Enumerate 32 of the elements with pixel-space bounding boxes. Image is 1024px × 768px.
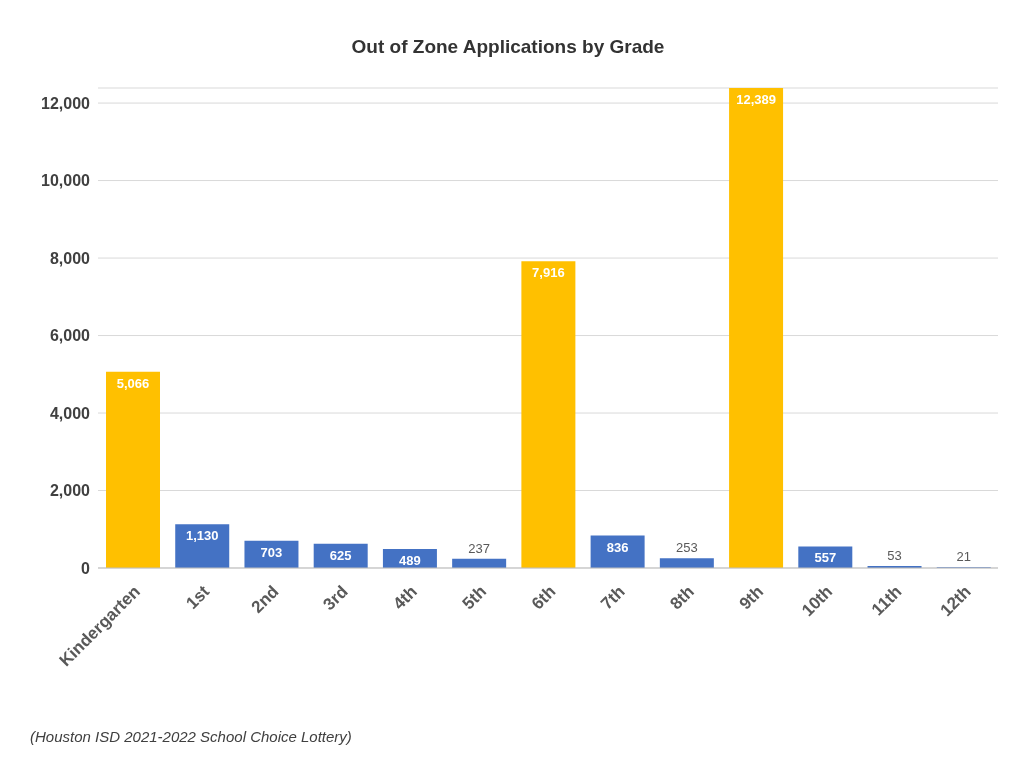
x-tick-label: 9th <box>735 581 768 614</box>
x-tick-label: 3rd <box>319 581 352 615</box>
data-label: 5,066 <box>116 375 150 391</box>
data-label: 489 <box>399 553 421 569</box>
data-label: 12,389 <box>736 92 776 107</box>
data-label: 703 <box>260 544 283 560</box>
chart-title: Out of Zone Applications by Grade <box>350 35 666 58</box>
data-label: 253 <box>675 540 698 556</box>
y-tick-label: 0 <box>81 559 91 577</box>
y-tick-label: 12,000 <box>41 94 91 112</box>
text: (Houston ISD 2021-2022 School Choice Lottery) <box>30 728 352 745</box>
x-tick-label: 11th <box>868 581 906 620</box>
x-tick-label: 4th <box>389 581 421 614</box>
x-tick-label: 1st <box>182 581 214 613</box>
data-label: 557 <box>814 550 837 566</box>
y-tick-label: 10,000 <box>41 172 91 190</box>
x-tick-label: 8th <box>666 581 698 614</box>
y-tick-label: 2,000 <box>49 482 91 500</box>
x-tick-label: 7th <box>597 581 629 614</box>
y-tick-label: 6,000 <box>49 327 91 345</box>
data-label: 836 <box>606 539 629 555</box>
data-label: 1,130 <box>185 528 219 544</box>
data-label: 53 <box>887 547 902 563</box>
x-tick-label: 12th <box>936 581 975 621</box>
data-label: 7,916 <box>532 265 565 281</box>
data-label: 21 <box>956 549 971 565</box>
x-tick-label: 5th <box>458 581 491 614</box>
y-tick-label: 4,000 <box>49 404 91 422</box>
x-tick-label: 6th <box>527 581 560 614</box>
y-tick-label: 8,000 <box>49 249 91 267</box>
data-label: 625 <box>329 547 352 563</box>
data-label: 237 <box>468 540 491 556</box>
